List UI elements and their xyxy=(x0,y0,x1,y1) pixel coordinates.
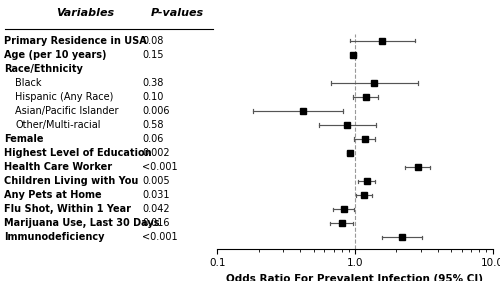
Text: 0.06: 0.06 xyxy=(142,134,164,144)
Text: Flu Shot, Within 1 Year: Flu Shot, Within 1 Year xyxy=(4,204,132,214)
Text: Immunodeficiency: Immunodeficiency xyxy=(4,232,105,243)
Text: 0.15: 0.15 xyxy=(142,50,164,60)
Text: 0.042: 0.042 xyxy=(142,204,170,214)
Text: 0.005: 0.005 xyxy=(142,176,170,186)
Text: 0.08: 0.08 xyxy=(142,36,164,46)
Text: Variables: Variables xyxy=(56,8,114,18)
X-axis label: Odds Ratio For Prevalent Infection (95% CI): Odds Ratio For Prevalent Infection (95% … xyxy=(226,274,484,281)
Text: 0.016: 0.016 xyxy=(142,218,170,228)
Text: Black: Black xyxy=(15,78,42,88)
Text: 0.002: 0.002 xyxy=(142,148,170,158)
Text: Female: Female xyxy=(4,134,44,144)
Text: Highest Level of Education: Highest Level of Education xyxy=(4,148,152,158)
Text: Marijuana Use, Last 30 Days: Marijuana Use, Last 30 Days xyxy=(4,218,160,228)
Text: 0.58: 0.58 xyxy=(142,120,164,130)
Text: Health Care Worker: Health Care Worker xyxy=(4,162,112,172)
Text: 0.006: 0.006 xyxy=(142,106,170,116)
Text: 0.10: 0.10 xyxy=(142,92,164,102)
Text: Children Living with You: Children Living with You xyxy=(4,176,138,186)
Text: Race/Ethnicity: Race/Ethnicity xyxy=(4,64,83,74)
Text: Hispanic (Any Race): Hispanic (Any Race) xyxy=(15,92,114,102)
Text: Asian/Pacific Islander: Asian/Pacific Islander xyxy=(15,106,118,116)
Text: <0.001: <0.001 xyxy=(142,162,178,172)
Text: <0.001: <0.001 xyxy=(142,232,178,243)
Text: Other/Multi-racial: Other/Multi-racial xyxy=(15,120,100,130)
Text: Primary Residence in USA: Primary Residence in USA xyxy=(4,36,147,46)
Text: 0.031: 0.031 xyxy=(142,190,170,200)
Text: Any Pets at Home: Any Pets at Home xyxy=(4,190,102,200)
Text: 0.38: 0.38 xyxy=(142,78,164,88)
Text: P-values: P-values xyxy=(151,8,204,18)
Text: Age (per 10 years): Age (per 10 years) xyxy=(4,50,107,60)
